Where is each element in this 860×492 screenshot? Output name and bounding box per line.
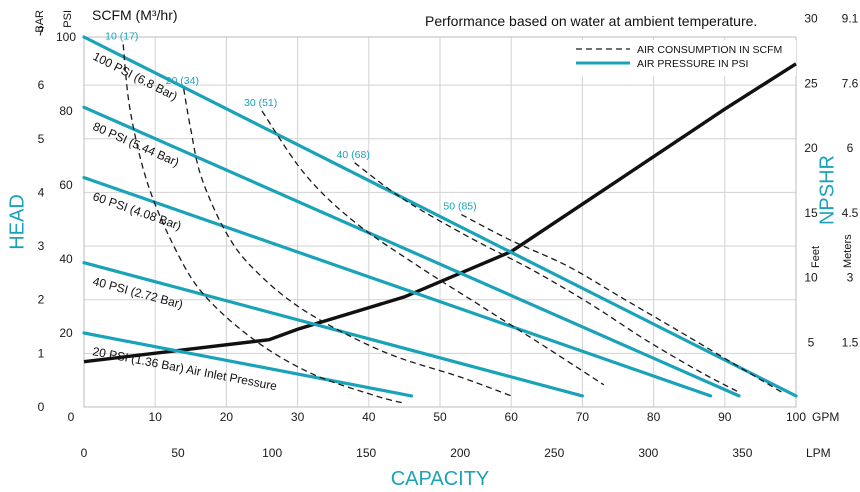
pressure-curve [82, 261, 585, 398]
psi-tick-label: 100 [56, 30, 76, 44]
pressure-curves [82, 35, 798, 398]
psi-axis-header: PSI [62, 10, 74, 28]
lpm-tick-label: 300 [638, 446, 658, 460]
npshr-meters-header: Meters [842, 234, 854, 268]
bar-tick-label: 0 [38, 400, 45, 414]
air-consumption-label: 20 (34) [166, 75, 199, 87]
gpm-tick-label: 20 [220, 410, 234, 424]
legend-background [566, 40, 796, 76]
gpm-tick-label: 10 [149, 410, 163, 424]
air-consumption-curves [122, 44, 783, 404]
lpm-tick-label: 200 [450, 446, 470, 460]
air-consumption-curve [183, 88, 512, 397]
legend-psi-label: AIR PRESSURE IN PSI [637, 58, 748, 70]
air-consumption-label: 40 (68) [337, 149, 370, 161]
bar-axis-header: BAR [34, 10, 46, 33]
npshr-curve [83, 62, 797, 364]
npshr-meters-tick-label: 7.6 [842, 76, 859, 90]
pressure-curve [82, 176, 713, 398]
pressure-curve-label: 40 PSI (2.72 Bar) [91, 274, 184, 311]
chart-title: Performance based on water at ambient te… [425, 13, 757, 29]
lpm-tick-label: 250 [544, 446, 564, 460]
npshr-feet-tick-label: 10 [804, 271, 818, 285]
lpm-tick-label: 0 [81, 446, 88, 460]
bar-tick-label: 1 [38, 346, 45, 360]
npshr-meters-tick-label: 9.1 [842, 12, 859, 26]
pressure-curve [82, 35, 798, 398]
air-consumption-label: 50 (85) [443, 201, 476, 213]
head-axis-title: HEAD [6, 194, 28, 250]
plot-frame [83, 36, 797, 408]
scfm-header: SCFM (M³/hr) [92, 7, 178, 23]
npshr-feet-header: Feet [810, 246, 822, 268]
gpm-tick-label: 70 [576, 410, 590, 424]
gpm-tick-label: 90 [718, 410, 732, 424]
bar-tick-label: 4 [38, 185, 45, 199]
npshr-feet-tick-label: 20 [804, 141, 818, 155]
npshr-axis-title: NPSHR [816, 155, 838, 225]
gpm-tick-label: 40 [362, 410, 376, 424]
npshr-feet-tick-label: 30 [804, 12, 818, 26]
gpm-tick-label: 80 [647, 410, 661, 424]
bar-tick-label: 7 [38, 24, 45, 38]
npshr-feet-tick-label: 25 [804, 76, 818, 90]
lpm-unit-label: LPM [806, 446, 831, 460]
pressure-curve [82, 331, 414, 398]
air-consumption-curve [261, 110, 605, 386]
air-consumption-curve [461, 214, 783, 393]
gpm-tick-label: 100 [786, 410, 806, 424]
air-consumption-label: 10 (17) [105, 30, 138, 42]
lpm-tick-label: 150 [356, 446, 376, 460]
psi-tick-label: 60 [59, 178, 73, 192]
npshr-meters-tick-label: 3 [847, 271, 854, 285]
npshr-meters-tick-label: 4.5 [842, 206, 859, 220]
air-consumption-curve [354, 162, 740, 393]
lpm-tick-label: 350 [732, 446, 752, 460]
npshr-meters-tick-label: 1.5 [842, 335, 859, 349]
npshr-feet-tick-label: 5 [808, 335, 815, 349]
gpm-tick-label: 30 [291, 410, 305, 424]
gpm-tick-label: 0 [68, 410, 75, 424]
bar-tick-label: 5 [38, 132, 45, 146]
bar-tick-label: 3 [38, 239, 45, 253]
lpm-tick-label: 50 [171, 446, 185, 460]
psi-tick-label: 20 [59, 326, 73, 340]
capacity-axis-title: CAPACITY [391, 468, 490, 490]
lpm-tick-label: 100 [262, 446, 282, 460]
npshr-meters-tick-label: 6 [847, 141, 854, 155]
psi-tick-label: 80 [59, 104, 73, 118]
psi-tick-label: 40 [59, 252, 73, 266]
npshr-layer [83, 62, 797, 364]
gpm-tick-label: 50 [433, 410, 447, 424]
air-consumption-label: 30 (51) [244, 97, 277, 109]
bar-tick-label: 2 [38, 293, 45, 307]
legend-air-label: AIR CONSUMPTION IN SCFM [637, 44, 782, 56]
npshr-feet-tick-label: 15 [804, 206, 818, 220]
bar-tick-label: 6 [38, 78, 45, 92]
gpm-tick-label: 60 [505, 410, 519, 424]
pressure-curve [82, 105, 741, 398]
gpm-unit-label: GPM [812, 410, 839, 424]
